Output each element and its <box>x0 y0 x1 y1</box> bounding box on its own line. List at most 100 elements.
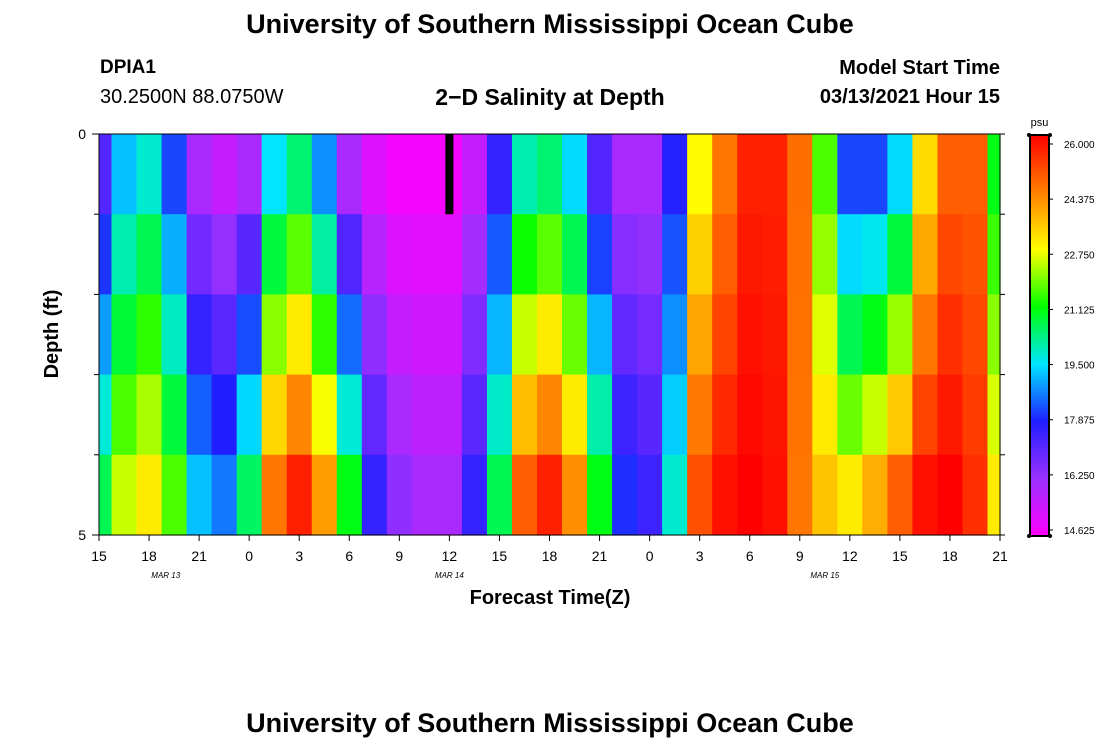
station-coordinates: 30.2500N 88.0750W <box>100 86 284 108</box>
heatmap-cell <box>737 214 763 295</box>
heatmap-cell <box>837 134 863 215</box>
heatmap-cell <box>386 214 413 295</box>
heatmap-cell <box>99 374 113 456</box>
heatmap-cell <box>286 214 313 295</box>
x-tick-label: 3 <box>696 548 704 564</box>
x-tick-label: 12 <box>442 548 458 564</box>
heatmap-cell <box>486 294 513 376</box>
heatmap-cell <box>862 454 888 536</box>
heatmap-cell <box>937 134 964 215</box>
x-axis-label: Forecast Time(Z) <box>470 587 631 609</box>
heatmap-cell <box>386 454 413 536</box>
colorbar-corner <box>1027 534 1031 538</box>
heatmap-cell <box>712 214 738 295</box>
colorbar-gradient <box>1029 134 1050 537</box>
heatmap-cell <box>637 134 663 215</box>
date-label: MAR 13 <box>151 571 180 580</box>
x-tick-label: 18 <box>141 548 157 564</box>
heatmap-cell <box>787 214 813 295</box>
heatmap-cell <box>937 214 964 295</box>
heatmap-cell <box>336 214 363 295</box>
colorbar-tick-label: 19.500 <box>1064 361 1095 372</box>
heatmap-cell <box>186 374 213 456</box>
heatmap-cell <box>712 374 738 456</box>
heatmap-cell <box>562 294 588 376</box>
heatmap-cell <box>787 374 813 456</box>
heatmap-cell <box>161 134 188 215</box>
colorbar-tick-label: 24.375 <box>1064 195 1095 206</box>
heatmap-cell <box>136 134 163 215</box>
heatmap-cell <box>887 294 914 376</box>
x-tick-label: 3 <box>295 548 303 564</box>
x-tick-label: 21 <box>592 548 608 564</box>
heatmap-cell <box>236 374 263 456</box>
heatmap-cell <box>887 374 914 456</box>
chart-subtitle: 2−D Salinity at Depth <box>435 84 665 110</box>
heatmap-cell <box>812 454 838 536</box>
heatmap-cell <box>311 374 338 456</box>
heatmap-cell <box>962 454 989 536</box>
heatmap-cell <box>987 214 1001 295</box>
heatmap-cell <box>261 134 288 215</box>
heatmap-cell <box>311 454 338 536</box>
heatmap-cell <box>511 454 538 536</box>
colorbar-tick-label: 21.125 <box>1064 305 1095 316</box>
heatmap-cell <box>536 374 563 456</box>
heatmap-cell <box>436 374 463 456</box>
heatmap-cell <box>612 214 638 295</box>
heatmap-cell <box>662 294 688 376</box>
colorbar-tick-label: 14.625 <box>1064 526 1095 537</box>
heatmap-cell <box>311 214 338 295</box>
heatmap-cell <box>161 454 188 536</box>
heatmap-cell <box>837 454 863 536</box>
x-tick-label: 15 <box>492 548 508 564</box>
heatmap-cell <box>837 214 863 295</box>
x-tick-label: 6 <box>345 548 353 564</box>
heatmap-cell <box>336 134 363 215</box>
x-tick-label: 15 <box>91 548 107 564</box>
heatmap-cell <box>612 294 638 376</box>
heatmap-cell <box>286 294 313 376</box>
date-label: MAR 14 <box>435 571 464 580</box>
heatmap-cells <box>99 134 1001 536</box>
station-id: DPIA1 <box>100 57 156 78</box>
heatmap-cell <box>236 134 263 215</box>
heatmap-cell <box>862 374 888 456</box>
heatmap-cell <box>612 454 638 536</box>
heatmap-cell <box>136 214 163 295</box>
heatmap-cell <box>111 214 138 295</box>
heatmap-cell <box>461 214 488 295</box>
heatmap-cell <box>161 214 188 295</box>
heatmap-cell <box>637 454 663 536</box>
heatmap-cell <box>712 294 738 376</box>
heatmap-cell <box>486 134 513 215</box>
heatmap-cell <box>737 454 763 536</box>
heatmap-cell <box>612 134 638 215</box>
heatmap-cell <box>136 294 163 376</box>
heatmap-cell <box>99 454 113 536</box>
heatmap-cell <box>261 214 288 295</box>
heatmap-cell <box>436 454 463 536</box>
heatmap-cell <box>587 294 613 376</box>
heatmap-cell <box>562 454 588 536</box>
heatmap-cell <box>536 214 563 295</box>
heatmap-cell <box>511 134 538 215</box>
heatmap-cell <box>762 374 788 456</box>
heatmap-cell <box>637 214 663 295</box>
heatmap-cell <box>962 214 989 295</box>
colorbar-tick-label: 26.000 <box>1064 140 1095 151</box>
heatmap-cell <box>637 294 663 376</box>
heatmap-cell <box>562 134 588 215</box>
heatmap-cell <box>111 134 138 215</box>
heatmap-cell <box>687 214 713 295</box>
heatmap-cell <box>361 134 388 215</box>
colorbar-tick-label: 17.875 <box>1064 416 1095 427</box>
heatmap-cell <box>987 454 1001 536</box>
heatmap-cell <box>762 134 788 215</box>
heatmap-cell <box>386 134 413 215</box>
heatmap-cell <box>737 374 763 456</box>
heatmap-cell <box>987 374 1001 456</box>
heatmap-cell <box>762 294 788 376</box>
heatmap-cell <box>436 214 463 295</box>
heatmap-cell <box>211 374 238 456</box>
